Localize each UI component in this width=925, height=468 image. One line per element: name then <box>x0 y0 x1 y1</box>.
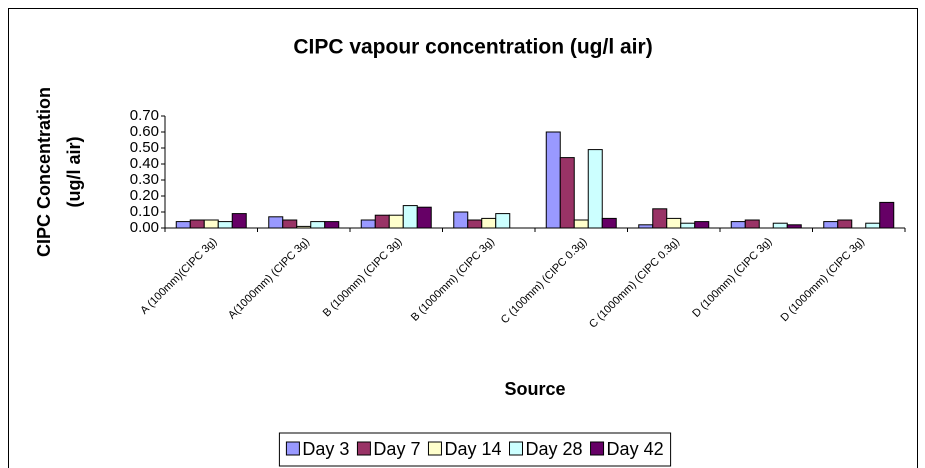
y-axis-title: CIPC Concentration <box>34 87 54 257</box>
bar <box>587 149 603 229</box>
bar <box>652 208 668 229</box>
y-tick-label: 0.60 <box>130 123 159 140</box>
bar <box>374 214 390 229</box>
bar <box>360 219 376 229</box>
legend-swatch <box>427 441 442 456</box>
bar <box>231 213 247 229</box>
bar <box>837 219 853 229</box>
legend-label: Day 3 <box>302 439 349 459</box>
legend: Day 3 Day 7 Day 14 Day 28 Day 42 <box>278 432 672 467</box>
chart-title: CIPC vapour concentration (ug/l air) <box>293 36 652 59</box>
legend-swatch <box>590 441 605 456</box>
bar <box>823 221 839 229</box>
legend-swatch <box>356 441 371 456</box>
bar <box>402 205 418 229</box>
chart-border <box>8 8 918 468</box>
y-axis-title: (ug/l air) <box>64 136 84 207</box>
bar <box>879 201 895 229</box>
legend-label: Day 14 <box>444 439 501 459</box>
legend-box <box>278 432 672 467</box>
bar <box>730 221 746 229</box>
bar <box>694 221 710 229</box>
legend-label: Day 7 <box>373 439 420 459</box>
bar <box>601 217 617 229</box>
bar <box>453 211 469 229</box>
legend-label: Day 28 <box>526 439 583 459</box>
bar <box>175 221 191 229</box>
bar <box>559 157 575 229</box>
y-tick-label: 0.50 <box>130 139 159 156</box>
bar <box>268 216 284 229</box>
bar <box>545 131 561 229</box>
bar <box>772 222 788 229</box>
bar <box>481 217 497 229</box>
bar <box>744 219 760 229</box>
bar <box>573 219 589 229</box>
bar <box>189 219 205 229</box>
bar <box>203 219 219 229</box>
bar <box>666 217 682 229</box>
bar <box>282 219 298 229</box>
bar <box>680 222 696 229</box>
bar <box>865 222 881 229</box>
bar <box>310 221 326 229</box>
legend-label: Day 42 <box>607 439 664 459</box>
y-tick-label: 0.00 <box>130 219 159 236</box>
bar <box>217 221 233 229</box>
bar <box>416 206 432 229</box>
y-tick-label: 0.20 <box>130 187 159 204</box>
legend-swatch <box>285 441 300 456</box>
legend-swatch <box>509 441 524 456</box>
bar <box>324 221 340 229</box>
x-axis-title: Source <box>504 379 565 399</box>
bar <box>388 214 404 229</box>
y-tick-label: 0.10 <box>130 203 159 220</box>
bar <box>495 213 511 229</box>
y-tick-label: 0.30 <box>130 171 159 188</box>
y-tick-label: 0.70 <box>130 107 159 124</box>
bar <box>467 219 483 229</box>
y-tick-label: 0.40 <box>130 155 159 172</box>
